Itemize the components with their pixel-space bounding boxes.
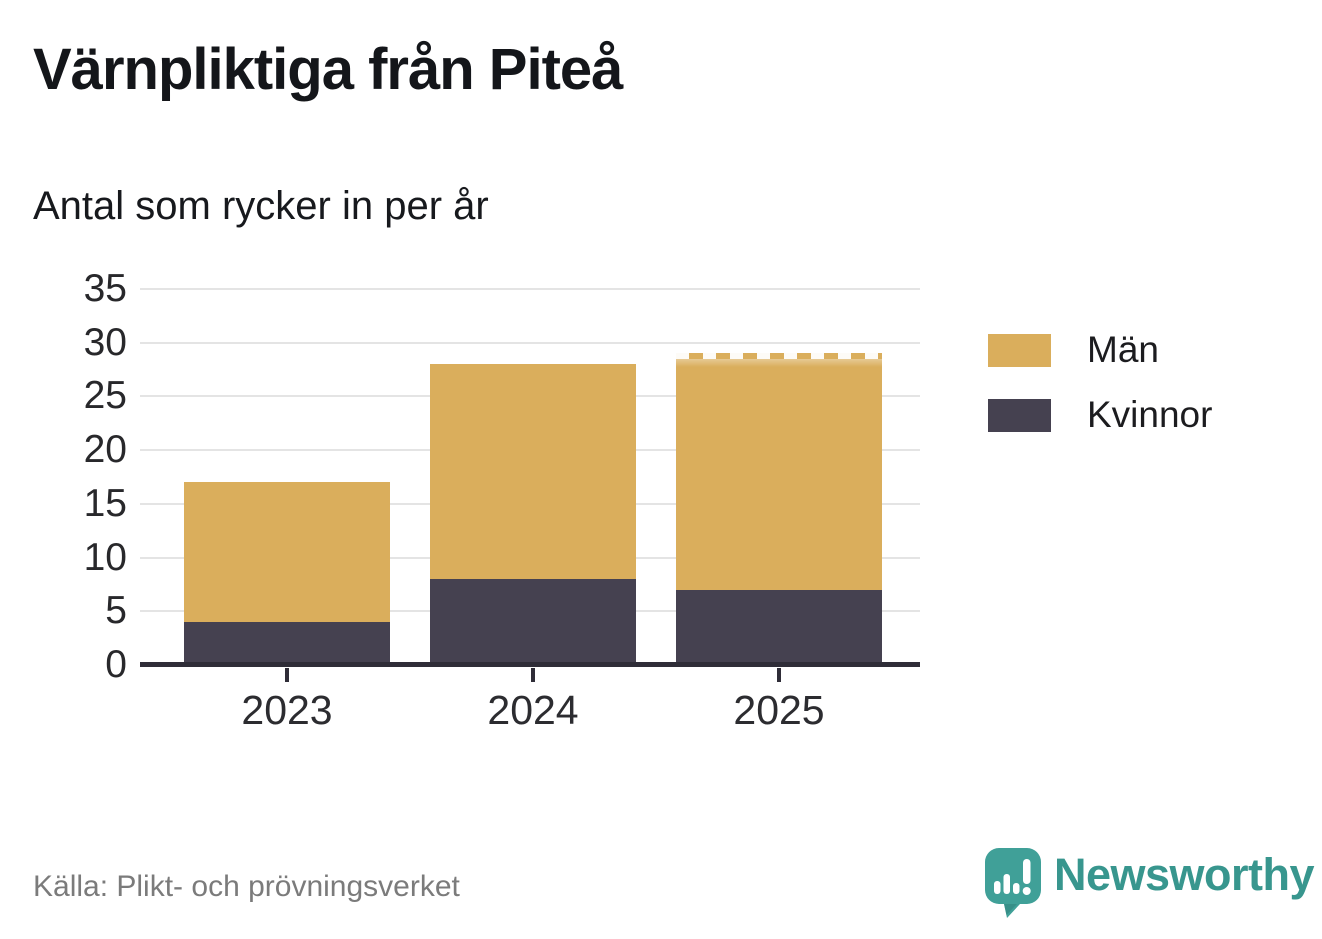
bar-2025	[676, 353, 882, 665]
preliminary-fade	[676, 359, 882, 368]
bar-segment-2023-kvinnor	[184, 622, 390, 665]
newsworthy-bubble-barchart-icon	[985, 848, 1041, 918]
chart-subtitle: Antal som rycker in per år	[33, 184, 489, 228]
bar-segment-2025-kvinnor	[676, 589, 882, 665]
bar-2023	[184, 482, 390, 665]
bar-segment-2023-män	[184, 482, 390, 623]
y-axis-tick-label: 0	[105, 643, 127, 686]
legend-swatch	[988, 333, 1051, 367]
legend-item-män: Män	[988, 329, 1212, 371]
bar-2024	[430, 364, 636, 665]
x-axis-tick-2023	[285, 668, 289, 682]
preliminary-dashed-edge	[676, 353, 882, 360]
bar-segment-2025-män	[676, 353, 882, 590]
source-note: Källa: Plikt- och prövningsverket	[33, 870, 460, 903]
bar-segment-2024-kvinnor	[430, 579, 636, 665]
y-axis-tick-label: 15	[83, 481, 127, 525]
y-axis-tick-label: 5	[105, 589, 127, 633]
legend-item-kvinnor: Kvinnor	[988, 394, 1212, 436]
legend-label: Män	[1087, 329, 1159, 370]
y-axis-tick-label: 20	[83, 428, 127, 472]
x-axis-label-2023: 2023	[241, 687, 333, 733]
legend-label: Kvinnor	[1087, 394, 1213, 435]
brand-name: Newsworthy	[1054, 849, 1315, 900]
x-axis-tick-2024	[531, 668, 535, 682]
legend-swatch	[988, 398, 1051, 432]
x-axis-tick-2025	[777, 668, 781, 682]
x-axis-label-2025: 2025	[733, 687, 825, 733]
y-axis-tick-label: 25	[83, 374, 127, 418]
y-axis-tick-label: 30	[83, 320, 127, 364]
gridline-y-35	[140, 288, 920, 291]
chart-title: Värnpliktiga från Piteå	[33, 37, 623, 102]
gridline-y-30	[140, 341, 920, 344]
legend: Män Kvinnor	[988, 329, 1212, 459]
y-axis-tick-label: 35	[83, 267, 127, 310]
y-axis-tick-label: 10	[83, 535, 127, 579]
bar-segment-2024-män	[430, 364, 636, 580]
x-axis-label-2024: 2024	[487, 687, 579, 733]
plot-area: 2023 2024 2025	[140, 288, 920, 733]
brand-logo: Newsworthy	[984, 847, 1315, 919]
x-axis-line	[140, 662, 920, 667]
